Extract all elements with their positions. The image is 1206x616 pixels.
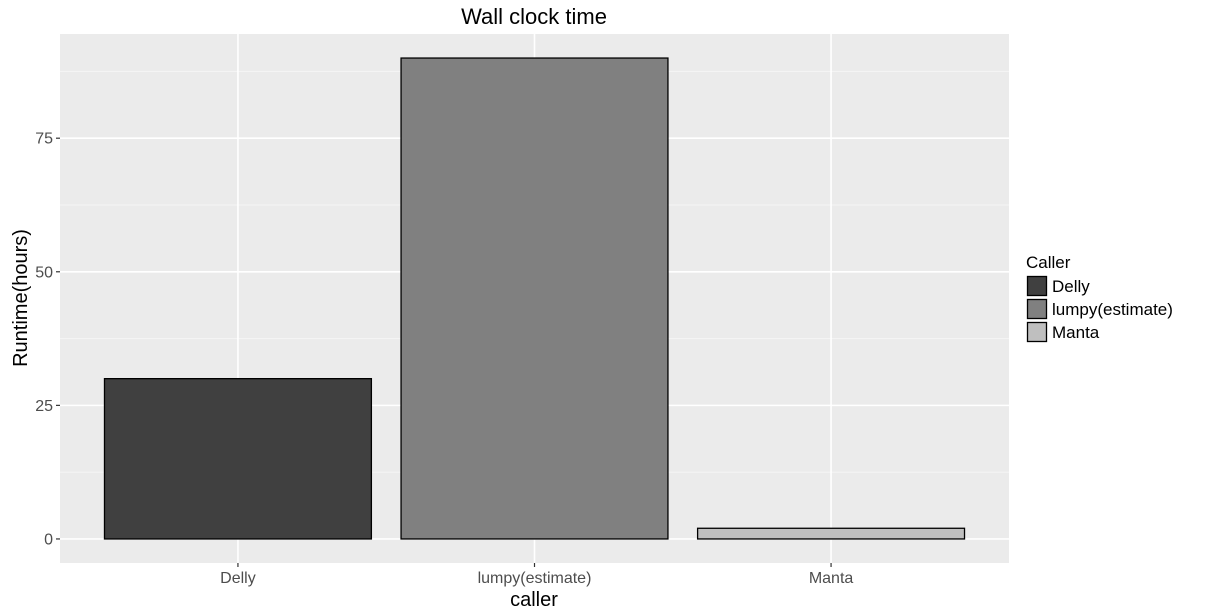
chart-title: Wall clock time (461, 4, 607, 29)
y-tick-label: 0 (44, 531, 53, 548)
y-axis: 0 25 50 75 (35, 131, 60, 548)
legend: Caller Delly lumpy(estimate) Manta (1026, 253, 1173, 343)
legend-label: lumpy(estimate) (1052, 300, 1173, 319)
legend-swatch (1026, 321, 1048, 343)
legend-swatch (1026, 275, 1048, 297)
bar-manta (696, 527, 966, 540)
bar-delly (103, 378, 373, 540)
bar-lumpy-estimate (400, 57, 669, 540)
y-tick-label: 50 (35, 264, 53, 281)
x-tick-label: Manta (809, 570, 854, 587)
x-axis: Delly lumpy(estimate) Manta (220, 563, 853, 587)
y-axis-title: Runtime(hours) (10, 229, 32, 367)
legend-label: Manta (1052, 323, 1100, 342)
x-tick-label: lumpy(estimate) (478, 570, 592, 587)
legend-title: Caller (1026, 253, 1071, 272)
legend-items: Delly lumpy(estimate) Manta (1026, 275, 1173, 343)
legend-label: Delly (1052, 277, 1090, 296)
x-axis-title: caller (510, 589, 558, 611)
x-tick-label: Delly (220, 570, 256, 587)
y-tick-label: 25 (35, 398, 53, 415)
y-tick-label: 75 (35, 131, 53, 148)
bars (103, 57, 966, 540)
legend-swatch (1026, 298, 1048, 320)
